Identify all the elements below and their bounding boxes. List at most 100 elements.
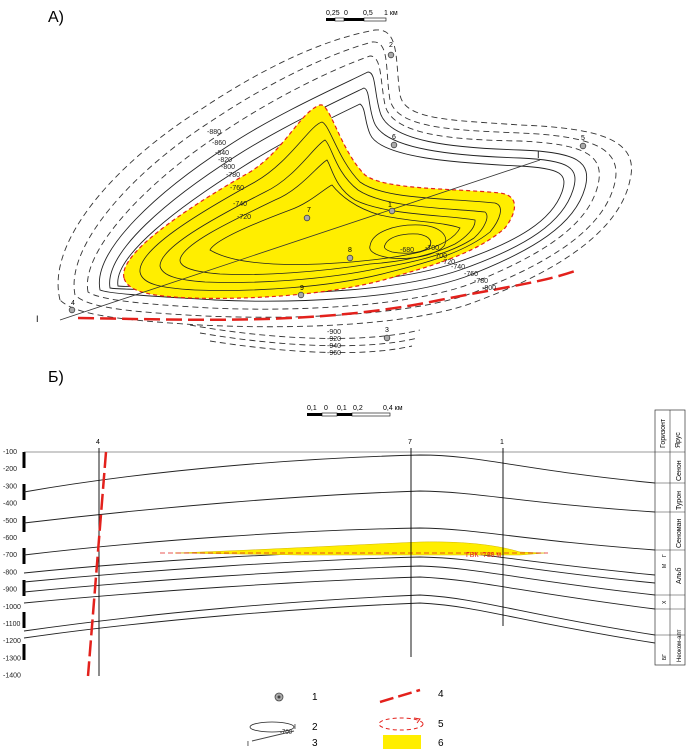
scale-a-tick-1: 0 <box>344 10 348 17</box>
contour-label: -740 <box>233 201 247 208</box>
depth-label: -1400 <box>3 673 21 680</box>
contour-label: -880 <box>207 129 221 136</box>
section-well-labels: 4 7 1 <box>96 439 504 446</box>
gas-deposit-section <box>174 541 546 556</box>
depth-label: -900 <box>3 587 17 594</box>
depth-label: -1300 <box>3 655 21 662</box>
well-label: 5 <box>581 135 585 142</box>
contour-label: -860 <box>212 140 226 147</box>
depth-label: -700 <box>3 552 17 559</box>
scale-b-tick-1: 0 <box>324 405 328 412</box>
depth-label: -200 <box>3 466 17 473</box>
well-label: 8 <box>348 247 352 254</box>
depth-label: -500 <box>3 518 17 525</box>
contour-label: -800 <box>482 285 496 292</box>
scale-b-tick-4: 0,4 км <box>383 405 403 412</box>
horizon-label: М <box>662 564 668 568</box>
contour-label: -800 <box>221 164 235 171</box>
section-well-label: 7 <box>408 439 412 446</box>
well-label: 4 <box>71 300 75 307</box>
scale-b-tick-0: 0,1 <box>307 405 317 412</box>
contour-label: -760 <box>464 271 478 278</box>
scale-a-tick-2: 0,5 <box>363 10 373 17</box>
depth-label: -400 <box>3 501 17 508</box>
fault-line-a <box>77 268 579 322</box>
legend-item-fault: 4 <box>379 688 444 704</box>
legend: 1 -700 2 I I 3 4 5 6 <box>247 688 444 749</box>
depth-label: -1000 <box>3 604 21 611</box>
legend-item-section-line: I I 3 <box>247 724 318 749</box>
contour-label: -700 <box>425 245 439 252</box>
stage-label: Сенон <box>676 460 683 481</box>
scale-bar-a: 0,25 0 0,5 1 км <box>326 10 398 22</box>
stage-label: Турон <box>676 491 683 510</box>
legend-item-contour: -700 2 <box>249 721 318 736</box>
well-label: 9 <box>300 285 304 292</box>
wells-a: 2 6 5 7 1 8 9 4 3 <box>68 42 587 342</box>
contour-label: -920 <box>327 336 341 343</box>
depth-label: -800 <box>3 569 17 576</box>
depth-label: -300 <box>3 483 17 490</box>
scale-a-tick-0: 0,25 <box>326 10 340 17</box>
contour-label: -780 <box>474 278 488 285</box>
contour-label: -960 <box>327 350 341 357</box>
gwc-label: ГВК -788 м <box>466 552 501 559</box>
well-2: 2 <box>387 42 395 59</box>
stage-label: Неоком-апт <box>677 629 683 662</box>
wells-section <box>98 448 504 676</box>
fault-line-section <box>86 451 108 677</box>
well-label: 7 <box>307 207 311 214</box>
contour-label: -780 <box>226 172 240 179</box>
legend-item-well: 1 <box>274 692 318 703</box>
horizon-label: Г <box>662 554 668 557</box>
contour-label: -700 <box>433 253 447 260</box>
well-label: 2 <box>389 42 393 49</box>
contour-labels: -880 -860 -840 -820 -800 -780 -760 -740 … <box>207 129 496 357</box>
depth-label: -600 <box>3 535 17 542</box>
scale-a-tick-3: 1 км <box>384 10 398 17</box>
legend-section-end: I <box>294 724 296 731</box>
panel-a-label: А) <box>48 9 64 26</box>
legend-section-start: I <box>247 741 249 748</box>
column-header-stage: Ярус <box>675 432 682 448</box>
section-a-start-label: I <box>36 314 39 324</box>
panel-b-label: Б) <box>48 369 64 386</box>
legend-item-deposit: 6 <box>383 735 444 749</box>
depth-label: -100 <box>3 449 17 456</box>
contour-label: -900 <box>327 329 341 336</box>
section-horizons <box>23 454 656 644</box>
legend-number: 4 <box>438 689 444 700</box>
section-well-label: 4 <box>96 439 100 446</box>
well-3: 3 <box>383 327 391 342</box>
contour-label: -840 <box>215 150 229 157</box>
legend-number: 1 <box>312 692 318 703</box>
interior-contours <box>139 121 501 291</box>
contour-label: -740 <box>451 264 465 271</box>
gas-deposit-area <box>123 104 516 300</box>
scale-b-tick-3: 0,2 <box>353 405 363 412</box>
scale-b-tick-2: 0,1 <box>337 405 347 412</box>
contour-label: -720 <box>441 259 455 266</box>
legend-number: 6 <box>438 738 444 749</box>
well-4: 4 <box>68 300 76 314</box>
contour-label: -940 <box>327 343 341 350</box>
horizon-label: БГ <box>662 654 668 660</box>
well-6: 6 <box>390 134 398 149</box>
legend-number: 2 <box>312 722 318 733</box>
column-header-horizon: Горизонт <box>660 418 667 448</box>
well-label: 1 <box>388 202 392 209</box>
contour-label: -680 <box>400 247 414 254</box>
contour-label: -820 <box>218 157 232 164</box>
legend-number: 5 <box>438 719 444 730</box>
well-1: 1 <box>388 202 396 215</box>
horizon-label: Х <box>662 600 668 604</box>
well-label: 6 <box>392 134 396 141</box>
well-7: 7 <box>303 207 311 222</box>
well-5: 5 <box>579 135 587 150</box>
contour-label: -760 <box>230 185 244 192</box>
legend-number: 3 <box>312 738 318 749</box>
contour-label: -720 <box>237 214 251 221</box>
stratigraphic-column: Горизонт Ярус Сенон Турон Сеноман Альб Н… <box>654 409 686 666</box>
well-label: 3 <box>385 327 389 334</box>
